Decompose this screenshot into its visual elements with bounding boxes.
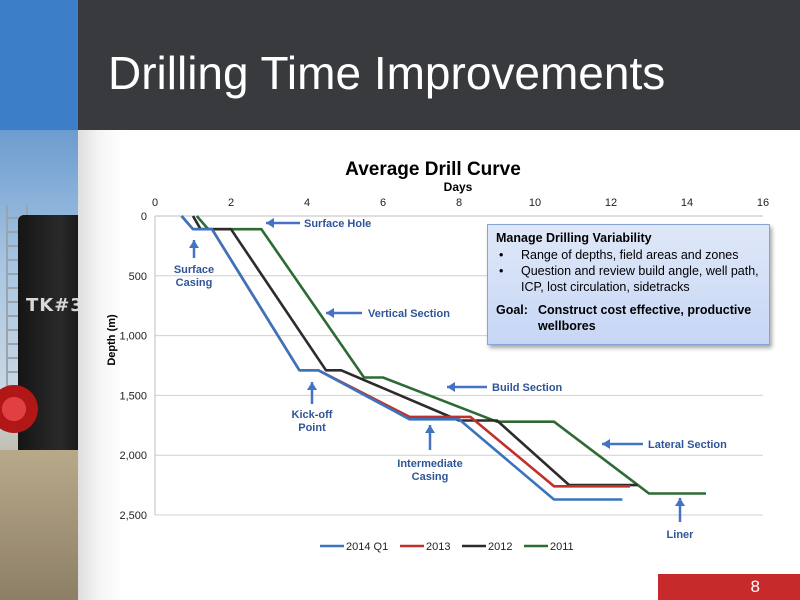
annotation-label-line: Liner <box>667 529 695 541</box>
annotation-label: Surface Hole <box>304 218 371 230</box>
y-axis-title: Depth (m) <box>106 314 118 366</box>
annotation-vertical-section: Vertical Section <box>326 308 450 320</box>
slide-header: Drilling Time Improvements <box>78 0 800 130</box>
y-tick-label: 1,000 <box>119 331 147 343</box>
legend-label: 2011 <box>550 541 574 553</box>
callout-bullet: Question and review build angle, well pa… <box>496 263 761 295</box>
drilling-variability-callout: Manage Drilling Variability Range of dep… <box>487 224 770 345</box>
annotation-build-section: Build Section <box>447 382 563 394</box>
annotation-label: Liner <box>667 529 695 541</box>
x-tick-label: 6 <box>380 197 386 209</box>
annotation-arrow-head <box>675 498 685 506</box>
annotation-intermediate-casing: Intermediate Casing <box>397 425 463 483</box>
y-tick-label: 0 <box>141 211 147 223</box>
chart-legend: 2014 Q1 2013 2012 2011 <box>320 541 574 553</box>
callout-goal: Goal: Construct cost effective, producti… <box>496 302 761 334</box>
oil-tank-photo: TK#3 <box>0 130 78 600</box>
annotation-kick-off-point: Kick-off Point <box>292 382 333 434</box>
callout-title: Manage Drilling Variability <box>496 231 652 245</box>
x-tick-label: 10 <box>529 197 541 209</box>
annotation-arrow-head <box>326 308 334 318</box>
y-tick-label: 1,500 <box>119 390 147 402</box>
x-tick-label: 2 <box>228 197 234 209</box>
annotation-arrow-head <box>307 382 317 390</box>
annotation-arrow-head <box>447 382 455 392</box>
x-tick-label: 4 <box>304 197 310 209</box>
legend-label: 2013 <box>426 541 450 553</box>
annotation-label-line: Kick-off <box>292 409 333 421</box>
annotation-label: Surface Casing <box>174 264 214 289</box>
annotation-label-line: Lateral Section <box>648 439 727 451</box>
y-tick-label: 2,000 <box>119 450 147 462</box>
red-valve <box>0 385 38 433</box>
annotation-surface-casing: Surface Casing <box>174 240 214 289</box>
annotation-label-line: Casing <box>176 277 213 289</box>
x-tick-label: 14 <box>681 197 693 209</box>
annotation-label-line: Build Section <box>492 382 563 394</box>
callout-bullets: Range of depths, field areas and zones Q… <box>496 247 761 295</box>
annotation-arrow-head <box>425 425 435 433</box>
annotation-liner: Liner <box>667 498 695 541</box>
annotation-label: Lateral Section <box>648 439 727 451</box>
goal-label: Goal: <box>496 303 528 317</box>
chart-title: Average Drill Curve <box>345 159 521 180</box>
legend-label: 2012 <box>488 541 512 553</box>
annotation-label-line: Surface Hole <box>304 218 371 230</box>
annotation-label-line: Surface <box>174 264 214 276</box>
y-tick-label: 500 <box>129 271 147 283</box>
x-tick-label: 0 <box>152 197 158 209</box>
annotation-label-line: Point <box>298 422 326 434</box>
x-tick-label: 16 <box>757 197 769 209</box>
annotation-label: Intermediate Casing <box>397 458 462 483</box>
annotation-surface-hole: Surface Hole <box>266 218 371 230</box>
annotation-lateral-section: Lateral Section <box>602 439 727 451</box>
annotation-label-line: Intermediate <box>397 458 462 470</box>
annotation-arrow-head <box>189 240 199 248</box>
x-axis-title: Days <box>444 180 473 194</box>
annotation-label-line: Casing <box>412 471 449 483</box>
annotation-arrow-head <box>266 218 274 228</box>
legend-label: 2014 Q1 <box>346 541 388 553</box>
callout-bullet: Range of depths, field areas and zones <box>496 247 761 263</box>
x-tick-label: 12 <box>605 197 617 209</box>
annotation-arrow-head <box>602 439 610 449</box>
annotation-label: Vertical Section <box>368 308 450 320</box>
chart-axes: 0 500 1,000 1,500 2,000 2,500 0 2 4 6 8 10 12 14 16 <box>119 197 769 522</box>
accent-tab <box>0 0 78 130</box>
goal-text: Construct cost effective, productive wel… <box>538 303 752 333</box>
series-line-2014-q1 <box>180 215 623 501</box>
ground <box>0 450 78 600</box>
annotation-label: Build Section <box>492 382 563 394</box>
tank-label: TK#3 <box>26 295 78 316</box>
annotation-label: Kick-off Point <box>292 409 333 434</box>
page-number: 8 <box>658 574 800 600</box>
annotation-label-line: Vertical Section <box>368 308 450 320</box>
slide-title: Drilling Time Improvements <box>108 47 666 99</box>
chart-series <box>180 215 706 501</box>
x-tick-label: 8 <box>456 197 462 209</box>
y-tick-label: 2,500 <box>119 510 147 522</box>
